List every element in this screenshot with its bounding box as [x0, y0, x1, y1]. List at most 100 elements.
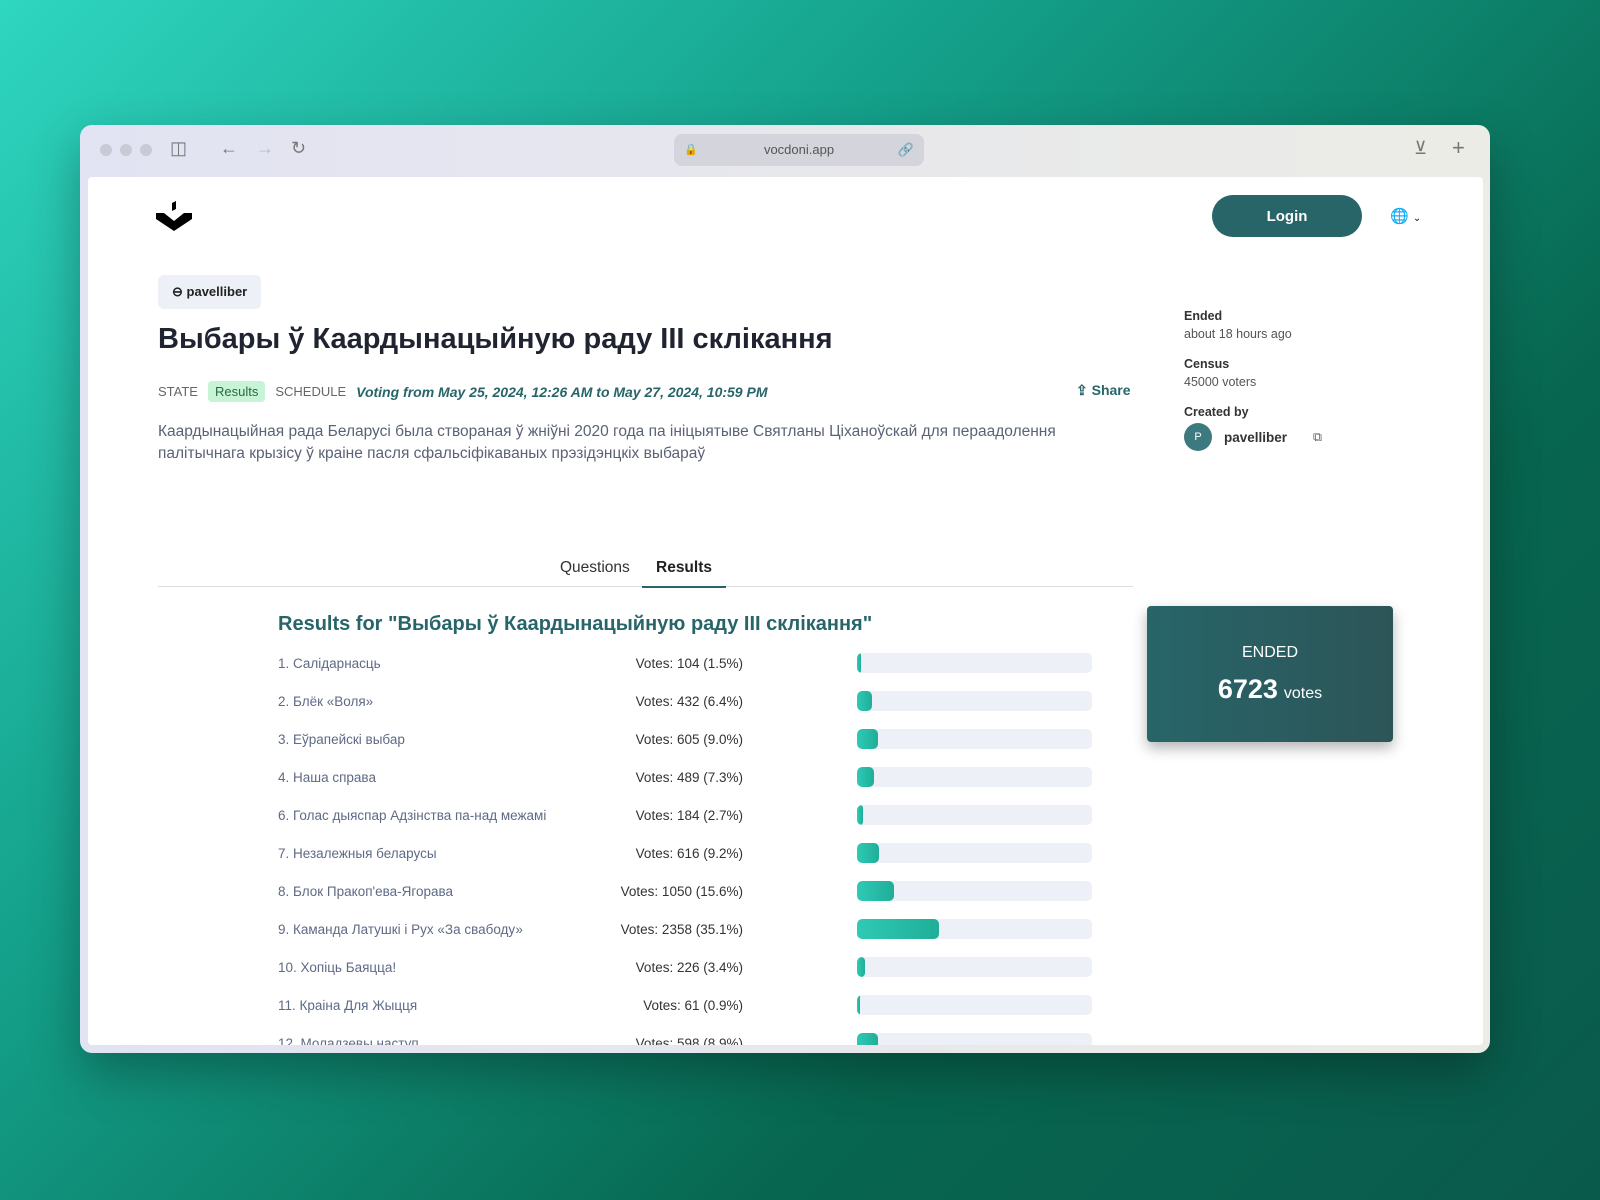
result-row: 10. Хопіць Баяцца! Votes: 226 (3.4%): [278, 956, 1092, 994]
total-votes: 6723: [1217, 674, 1278, 704]
option-name: 11. Краіна Для Жыцця: [278, 998, 418, 1013]
ended-value: about 18 hours ago: [1184, 327, 1292, 341]
link-icon[interactable]: 🔗: [897, 142, 914, 157]
election-meta: STATE Results SCHEDULE Voting from May 2…: [158, 381, 767, 402]
language-selector[interactable]: 🌐 ⌄: [1390, 207, 1421, 225]
new-tab-icon[interactable]: +: [1452, 135, 1465, 160]
result-row: 12. Моладзевы наступ Votes: 598 (8.9%): [278, 1032, 1092, 1045]
tab-questions[interactable]: Questions: [560, 559, 630, 576]
result-row: 1. Салідарнасць Votes: 104 (1.5%): [278, 652, 1092, 690]
result-bar-fill: [857, 691, 873, 711]
browser-window: ◫ ← → ↻ 🔒 vocdoni.app 🔗 ⊻ + Login 🌐 ⌄ ⊖ …: [80, 125, 1490, 1053]
option-name: 9. Каманда Латушкі і Рух «За свабоду»: [278, 922, 523, 937]
result-row: 11. Краіна Для Жыцця Votes: 61 (0.9%): [278, 994, 1092, 1032]
url-text: vocdoni.app: [763, 142, 835, 157]
back-arrow-icon[interactable]: ←: [220, 138, 238, 158]
result-bar-track: [857, 729, 1092, 749]
page-content: Login 🌐 ⌄ ⊖ pavelliber Выбары ў Каардына…: [88, 177, 1483, 1045]
lock-icon: 🔒: [684, 144, 698, 156]
election-sidebar: Ended about 18 hours ago Census 45000 vote…: [1184, 309, 1322, 467]
result-row: 6. Голас дыяспар Адзінства па-над межамі…: [278, 804, 1092, 842]
result-bar-fill: [857, 805, 864, 825]
schedule-label: SCHEDULE: [275, 384, 347, 399]
back-label: pavelliber: [186, 284, 248, 299]
result-bar-fill: [857, 995, 860, 1015]
avatar[interactable]: P: [1184, 423, 1212, 451]
option-name: 7. Незалежныя беларусы: [278, 846, 437, 861]
copy-icon[interactable]: ⧉: [1313, 429, 1322, 444]
status-badge: Results: [207, 381, 266, 402]
result-bar-track: [857, 1033, 1092, 1045]
result-row: 7. Незалежныя беларусы Votes: 616 (9.2%): [278, 842, 1092, 880]
election-description: Каардынацыйная рада Беларусі была створа…: [158, 423, 1056, 462]
census-value: 45000 voters: [1184, 375, 1257, 389]
address-bar[interactable]: 🔒 vocdoni.app 🔗: [674, 134, 924, 166]
option-name: 4. Наша справа: [278, 770, 376, 785]
votes-label: votes: [1283, 685, 1323, 702]
option-name: 2. Блёк «Воля»: [278, 694, 374, 709]
result-bar-fill: [857, 843, 879, 863]
forward-arrow-icon[interactable]: →: [256, 138, 274, 158]
chevron-down-icon: ⌄: [1412, 213, 1422, 224]
sidebar-toggle-icon[interactable]: ◫: [170, 138, 188, 158]
tab-results[interactable]: Results: [642, 559, 726, 588]
download-icon[interactable]: ⊻: [1414, 138, 1428, 158]
state-label: STATE: [158, 384, 198, 399]
result-bar-fill: [857, 767, 875, 787]
option-name: 6. Голас дыяспар Адзінства па-над межамі: [278, 808, 547, 823]
result-bar-fill: [857, 1033, 878, 1045]
login-button[interactable]: Login: [1212, 195, 1362, 237]
result-row: 8. Блок Пракоп'ева-Ягорава Votes: 1050 (1…: [278, 880, 1092, 918]
result-bar-track: [857, 653, 1092, 673]
census-label: Census: [1184, 357, 1230, 371]
option-name: 8. Блок Пракоп'ева-Ягорава: [278, 884, 454, 899]
result-row: 3. Еўрапейскі выбар Votes: 605 (9.0%): [278, 728, 1092, 766]
creator-name[interactable]: pavelliber: [1224, 429, 1288, 445]
schedule-value: Voting from May 25, 2024, 12:26 AM to Ma…: [356, 383, 768, 400]
option-votes: Votes: 616 (9.2%): [635, 846, 743, 861]
result-row: 4. Наша справа Votes: 489 (7.3%): [278, 766, 1092, 804]
share-label: Share: [1091, 382, 1131, 398]
globe-icon: 🌐: [1390, 208, 1409, 225]
option-votes: Votes: 605 (9.0%): [635, 732, 743, 747]
option-votes: Votes: 184 (2.7%): [635, 808, 743, 823]
tabs: Questions Results: [158, 555, 1133, 588]
status-card: ENDED 6723 votes: [1147, 606, 1393, 742]
option-name: 3. Еўрапейскі выбар: [278, 732, 405, 747]
election-title: Выбары ў Каардынацыйную раду III склікан…: [158, 323, 833, 355]
option-votes: Votes: 2358 (35.1%): [620, 922, 743, 937]
result-bar-track: [857, 919, 1092, 939]
results-title: Results for "Выбары ў Каардынацыйную рад…: [278, 613, 873, 635]
share-button[interactable]: ⇪ Share: [1076, 382, 1131, 399]
result-bar-track: [857, 995, 1092, 1015]
option-name: 10. Хопіць Баяцца!: [278, 960, 397, 975]
result-row: 2. Блёк «Воля» Votes: 432 (6.4%): [278, 690, 1092, 728]
share-icon: ⇪: [1076, 382, 1088, 398]
result-bar-fill: [857, 653, 861, 673]
result-bar-fill: [857, 881, 894, 901]
result-bar-track: [857, 881, 1092, 901]
option-name: 12. Моладзевы наступ: [278, 1036, 419, 1045]
reload-icon[interactable]: ↻: [291, 138, 307, 158]
option-votes: Votes: 104 (1.5%): [635, 656, 743, 671]
result-bar-track: [857, 691, 1092, 711]
option-votes: Votes: 598 (8.9%): [635, 1036, 743, 1045]
result-bar-fill: [857, 919, 940, 939]
results-list: 1. Салідарнасць Votes: 104 (1.5%) 2. Блёк …: [278, 652, 1092, 1045]
result-bar-track: [857, 805, 1092, 825]
created-by-label: Created by: [1184, 405, 1249, 419]
back-to-creator-button[interactable]: ⊖ pavelliber: [158, 275, 262, 309]
status-card-state: ENDED: [1241, 644, 1298, 661]
ended-label: Ended: [1184, 309, 1223, 323]
option-name: 1. Салідарнасць: [278, 656, 381, 671]
option-votes: Votes: 1050 (15.6%): [620, 884, 743, 899]
result-row: 9. Каманда Латушкі і Рух «За свабоду» Vot…: [278, 918, 1092, 956]
option-votes: Votes: 61 (0.9%): [643, 998, 743, 1013]
window-controls[interactable]: [100, 144, 152, 156]
result-bar-track: [857, 843, 1092, 863]
back-circle-icon: ⊖: [172, 284, 183, 299]
option-votes: Votes: 432 (6.4%): [635, 694, 743, 709]
result-bar-track: [857, 957, 1092, 977]
vocdoni-logo[interactable]: [156, 201, 192, 233]
option-votes: Votes: 489 (7.3%): [635, 770, 743, 785]
